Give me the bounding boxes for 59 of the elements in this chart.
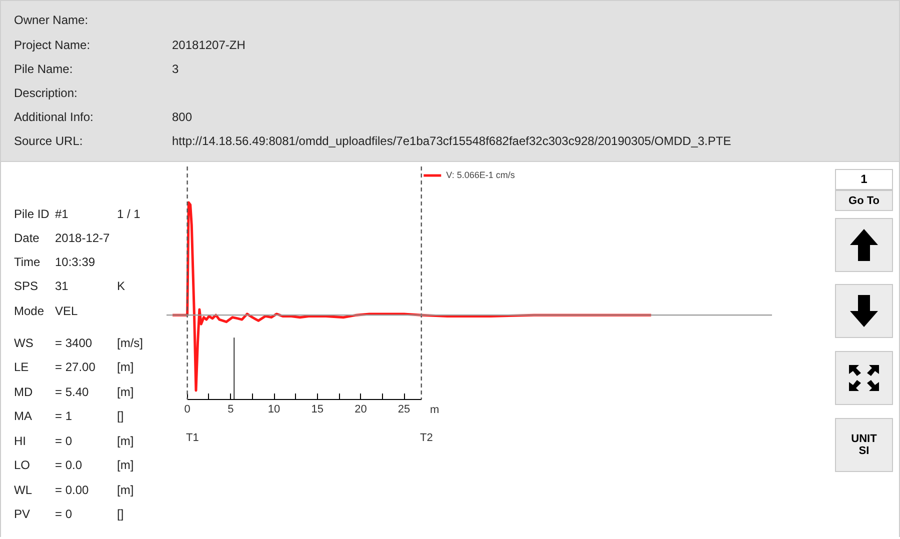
text: #1 [55,207,68,221]
text: = 5.40 [55,385,89,399]
text: [m] [117,360,134,374]
text: Project Name: [14,38,90,52]
text: 800 [172,110,192,124]
ref-line-label: T2 [420,432,433,444]
text: http://14.18.56.49:8081/omdd_uploadfiles/7e1ba73cf15548f682faef32c303c928/20190305/OMDD_3.PTE [172,134,732,148]
text: LO [14,458,30,472]
text: Pile ID [14,207,50,221]
text: UNIT SI [850,433,878,457]
text: = 3400 [55,336,92,350]
text: Additional Info: [14,110,94,124]
x-tick-label: 25 [398,404,410,416]
text: [m] [117,483,134,497]
text: = 0.00 [55,483,89,497]
text: 2018-12-7 [55,231,110,245]
text: 1 [835,169,893,190]
text: MD [14,385,33,399]
text: 20181207-ZH [172,38,246,52]
text: Owner Name: [14,13,88,27]
x-tick-label: 5 [228,404,234,416]
text: Pile Name: [14,62,73,76]
text: LE [14,360,29,374]
text: [] [117,507,124,521]
text: WS [14,336,34,350]
text: VEL [55,304,78,318]
text: [m] [117,458,134,472]
text: = 0 [55,434,72,448]
legend-label: V: 5.066E-1 cm/s [446,170,515,180]
text: [] [117,409,124,423]
text: = 0.0 [55,458,82,472]
text: K [117,279,126,293]
text: PV [14,507,30,521]
x-axis-title: m [430,404,440,416]
text: [m] [117,434,134,448]
x-tick-label: 20 [354,404,367,416]
text: Date [14,231,40,245]
text: Time [14,255,40,269]
text: 1 / 1 [117,207,140,221]
source-note: Source URL: [14,134,83,148]
text: = 1 [55,409,72,423]
text: 10:3:39 [55,255,96,269]
x-tick-label: 0 [184,404,190,416]
text: = 27.00 [55,360,96,374]
text: SPS [14,279,38,293]
text: 31 [55,279,68,293]
text: 3 [172,62,179,76]
text: [m/s] [117,336,143,350]
text: WL [14,483,32,497]
text: = 0 [55,507,72,521]
x-tick-label: 10 [268,404,280,416]
text: HI [14,434,26,448]
x-tick-label: 15 [311,404,324,416]
ref-line-label: T1 [186,432,199,444]
text: MA [14,409,32,423]
text: Description: [14,86,78,100]
text: [m] [117,385,134,399]
text: Go To [835,190,893,211]
text: Mode [14,304,44,318]
